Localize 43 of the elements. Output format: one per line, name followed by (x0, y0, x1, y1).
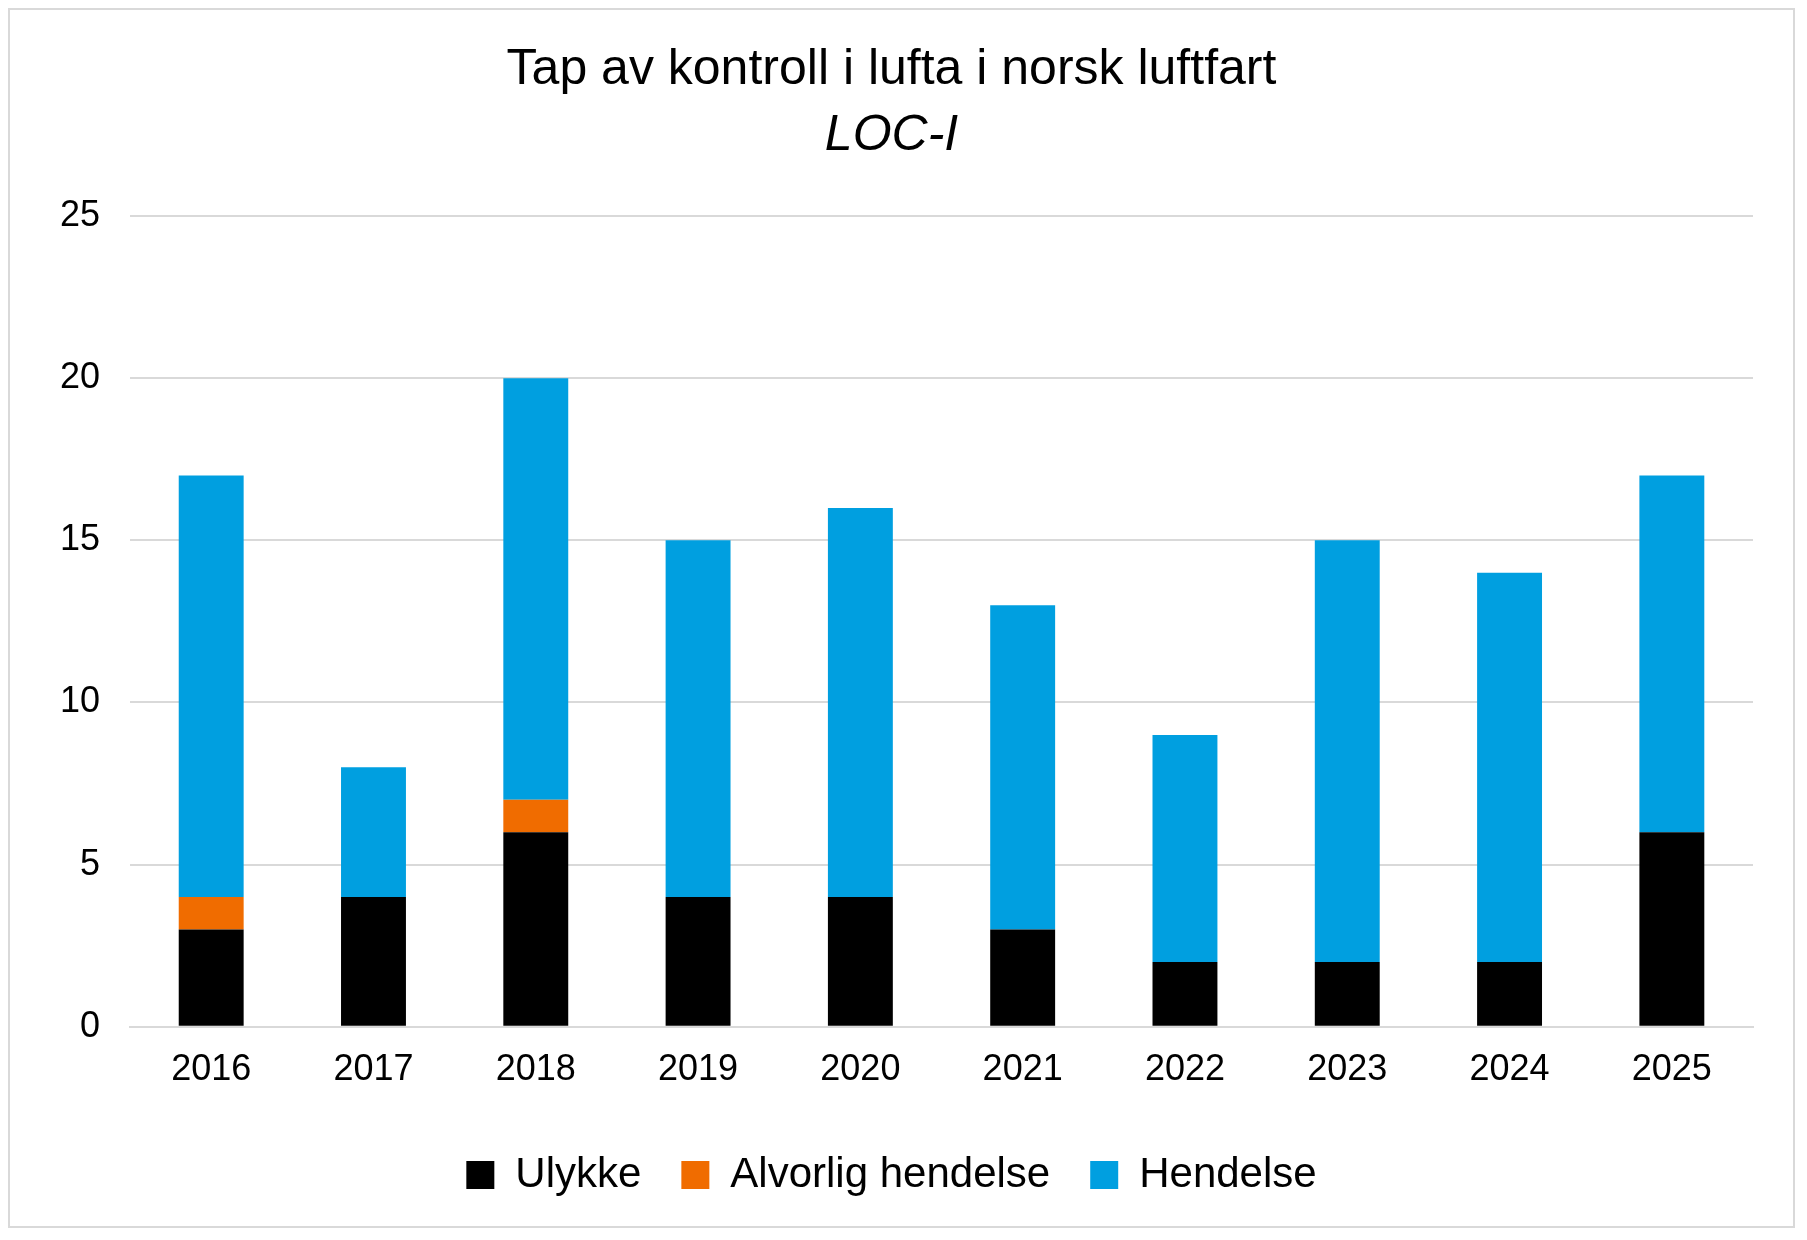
bar (503, 832, 569, 1026)
x-tick-label: 2024 (1469, 1047, 1550, 1089)
legend-label: Hendelse (1139, 1148, 1317, 1196)
bar (1152, 734, 1218, 962)
x-tick-label: 2016 (171, 1047, 252, 1089)
x-tick-label: 2020 (820, 1047, 901, 1089)
x-tick-label: 2019 (658, 1047, 739, 1089)
y-tick-label: 15 (60, 517, 101, 559)
y-tick-label: 5 (80, 841, 101, 883)
bar (1639, 832, 1705, 1026)
legend-label: Alvorlig hendelse (730, 1148, 1051, 1196)
y-tick-label: 0 (80, 1003, 101, 1045)
bar (178, 475, 244, 898)
x-tick-label: 2025 (1631, 1047, 1712, 1089)
x-tick-label: 2017 (333, 1047, 414, 1089)
bar (341, 897, 406, 1026)
y-tick-label: 20 (60, 355, 101, 397)
legend-label: Ulykke (515, 1148, 642, 1196)
bar (827, 507, 893, 898)
chart-subtitle: LOC-I (824, 104, 959, 161)
bar (503, 799, 569, 833)
bar (1477, 572, 1543, 962)
x-tick-label: 2023 (1307, 1047, 1388, 1089)
bar (665, 897, 731, 1026)
bar (178, 897, 244, 930)
y-tick-label: 25 (60, 192, 101, 234)
y-tick-label: 10 (60, 679, 101, 721)
bar (1477, 961, 1543, 1026)
chart-title: Tap av kontroll i lufta i norsk luftfart (506, 38, 1277, 95)
x-tick-label: 2022 (1144, 1047, 1226, 1089)
bar (1152, 961, 1218, 1026)
bar (1314, 961, 1380, 1026)
x-tick-label: 2018 (495, 1047, 576, 1089)
bar (665, 540, 731, 898)
bar (827, 897, 893, 1026)
bar (1639, 475, 1705, 833)
bar (503, 378, 569, 800)
bar (178, 929, 244, 1026)
bar (990, 605, 1056, 930)
bar (1314, 540, 1380, 962)
bar (990, 929, 1056, 1026)
x-tick-label: 2021 (982, 1047, 1063, 1089)
bar (341, 767, 406, 898)
